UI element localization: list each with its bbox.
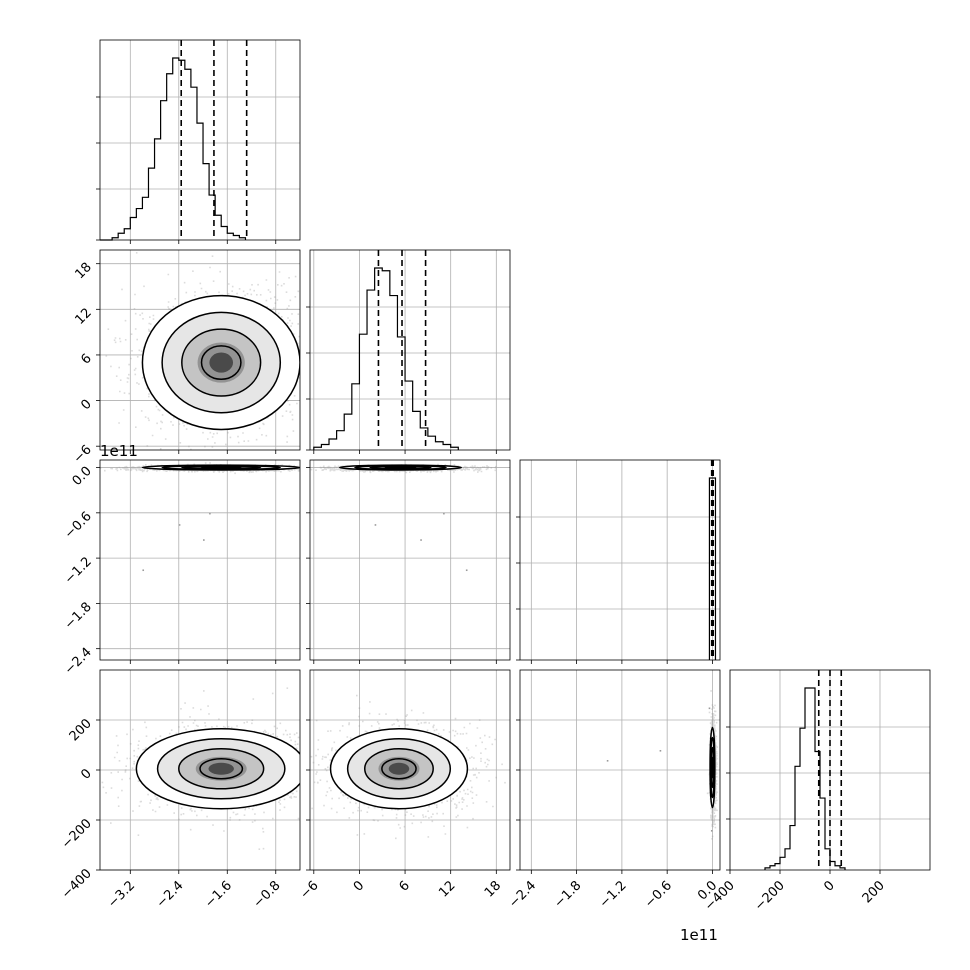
density-contour	[200, 345, 242, 381]
density-contour	[135, 728, 300, 810]
density-contour	[346, 738, 452, 800]
histogram-step	[100, 57, 247, 241]
histogram-panel	[726, 669, 931, 874]
density-fill	[208, 762, 234, 775]
panel-frame	[309, 459, 511, 661]
panel-frame	[99, 459, 301, 661]
outlier-point	[142, 569, 145, 572]
panel-frame	[309, 249, 511, 451]
outlier-point	[209, 512, 211, 515]
density-fill	[388, 762, 410, 775]
density-contour	[381, 758, 417, 780]
scatter-panel	[96, 459, 301, 664]
panel-frame	[99, 249, 301, 451]
scatter-points	[100, 252, 300, 450]
scatter-panel	[96, 249, 301, 454]
outlier-point	[606, 760, 609, 762]
outlier-point	[178, 524, 181, 526]
density-contour	[384, 466, 417, 469]
density-fill	[209, 352, 234, 373]
panel-frame	[519, 459, 721, 661]
density-contour	[141, 294, 300, 431]
scatter-panel	[516, 669, 721, 874]
density-contour	[156, 738, 286, 800]
scatter-panel	[96, 669, 301, 874]
histogram-panel	[516, 459, 721, 664]
histogram-step	[708, 477, 717, 660]
histogram-panel	[96, 39, 301, 244]
density-contour	[711, 756, 714, 779]
outlier-point	[708, 707, 711, 710]
density-contour	[178, 748, 265, 790]
density-contour	[161, 311, 282, 414]
density-contour	[329, 728, 469, 810]
outlier-point	[465, 569, 468, 572]
density-contour	[200, 466, 242, 469]
outlier-point	[710, 830, 713, 832]
outlier-point	[420, 539, 422, 541]
scatter-panel	[306, 669, 511, 874]
density-contour	[181, 328, 262, 397]
histogram-step	[764, 687, 846, 870]
scatter-panel	[306, 459, 511, 664]
outlier-point	[443, 512, 445, 515]
density-contour	[364, 748, 434, 790]
outlier-point	[203, 539, 205, 541]
histogram-step	[313, 267, 459, 450]
outlier-point	[374, 524, 377, 526]
y-offset-label: 1e11	[100, 442, 138, 460]
x-offset-label: 1e11	[680, 926, 718, 944]
panel-frame	[99, 39, 301, 241]
histogram-panel	[306, 249, 511, 454]
outlier-point	[659, 750, 662, 752]
density-contour	[199, 758, 244, 780]
